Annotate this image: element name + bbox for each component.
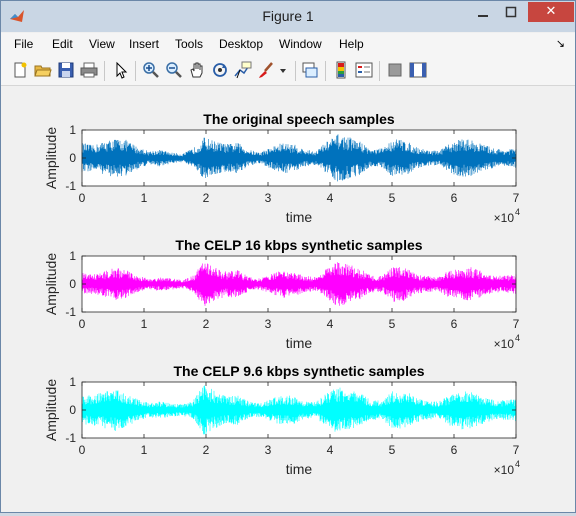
window-title: Figure 1	[262, 8, 314, 24]
x-tick-label: 4	[327, 443, 334, 457]
x-tick-label: 1	[141, 317, 148, 331]
y-tick-label: 1	[69, 375, 76, 389]
x-tick-label: 0	[79, 317, 86, 331]
minimize-button[interactable]	[470, 2, 496, 22]
colorbar-icon[interactable]	[332, 61, 350, 79]
toolbar-separator	[135, 61, 136, 81]
menu-tools[interactable]: Tools	[175, 37, 204, 51]
matlab-icon	[10, 10, 24, 22]
toolbar-separator	[325, 61, 326, 81]
menu-view[interactable]: View	[89, 37, 115, 51]
y-tick-label: 0	[69, 277, 76, 291]
data-cursor-icon[interactable]	[234, 61, 252, 79]
rotate-3d-icon[interactable]	[211, 61, 229, 79]
y-tick-label: 0	[69, 403, 76, 417]
figure-toolbar	[1, 55, 575, 86]
subplot-title: The CELP 9.6 kbps synthetic samples	[173, 363, 424, 379]
pan-icon[interactable]	[188, 61, 206, 79]
y-tick-label: -1	[65, 179, 76, 193]
x-axis-label: time	[286, 209, 313, 225]
show-plot-tools-icon[interactable]	[409, 61, 427, 79]
toolbar-separator	[295, 61, 296, 81]
menu-desktop[interactable]: Desktop	[219, 37, 264, 51]
menu-insert[interactable]: Insert	[129, 37, 160, 51]
print-icon[interactable]	[80, 61, 98, 79]
y-tick-label: 1	[69, 249, 76, 263]
new-figure-icon[interactable]	[11, 61, 29, 79]
x-exponent-power: 4	[515, 333, 520, 343]
link-plot-icon[interactable]	[301, 61, 319, 79]
menu-file[interactable]: File	[14, 37, 34, 51]
pointer-icon[interactable]	[112, 61, 130, 79]
subplot-title: The CELP 16 kbps synthetic samples	[175, 237, 422, 253]
open-file-icon[interactable]	[34, 61, 52, 79]
x-tick-label: 5	[389, 317, 396, 331]
close-button[interactable]: ✕	[528, 2, 574, 22]
x-tick-label: 3	[265, 317, 272, 331]
legend-icon[interactable]	[355, 61, 373, 79]
y-tick-label: 0	[69, 151, 76, 165]
menu-window[interactable]: Window	[279, 37, 322, 51]
menu-help[interactable]: Help	[339, 37, 364, 51]
y-tick-label: 1	[69, 123, 76, 137]
x-tick-label: 2	[203, 317, 210, 331]
x-tick-label: 7	[513, 317, 520, 331]
y-tick-label: -1	[65, 431, 76, 445]
x-tick-label: 7	[513, 191, 520, 205]
subplot-title: The original speech samples	[203, 111, 395, 127]
zoom-out-icon[interactable]	[165, 61, 183, 79]
brush-icon[interactable]	[257, 61, 275, 79]
menu-edit[interactable]: Edit	[52, 37, 73, 51]
y-axis-label: Amplitude	[43, 127, 59, 189]
x-tick-label: 2	[203, 443, 210, 457]
x-tick-label: 6	[451, 191, 458, 205]
x-axis-label: time	[286, 461, 313, 477]
toolbar-separator	[379, 61, 380, 81]
x-tick-label: 2	[203, 191, 210, 205]
minimize-icon	[478, 15, 488, 17]
menu-bar: File Edit View Insert Tools Desktop Wind…	[1, 33, 575, 55]
x-exponent-power: 4	[515, 459, 520, 469]
brush-dropdown-icon[interactable]	[278, 61, 288, 79]
x-axis-label: time	[286, 335, 313, 351]
x-tick-label: 5	[389, 443, 396, 457]
x-tick-label: 1	[141, 191, 148, 205]
title-bar[interactable]: Figure 1 ✕	[1, 1, 575, 32]
y-tick-label: -1	[65, 305, 76, 319]
x-tick-label: 6	[451, 443, 458, 457]
x-exponent-label: ×10	[494, 337, 515, 351]
x-exponent-label: ×10	[494, 463, 515, 477]
x-exponent-power: 4	[515, 207, 520, 217]
maximize-button[interactable]	[498, 2, 524, 22]
zoom-in-icon[interactable]	[142, 61, 160, 79]
figure-canvas: 0 1 2 3 4 5 6 7 1 0 -1 The original speech samples t…	[1, 86, 575, 512]
x-tick-label: 3	[265, 443, 272, 457]
x-tick-label: 1	[141, 443, 148, 457]
hide-plot-tools-icon[interactable]	[386, 61, 404, 79]
x-tick-label: 6	[451, 317, 458, 331]
x-tick-label: 4	[327, 317, 334, 331]
x-tick-label: 0	[79, 443, 86, 457]
save-icon[interactable]	[57, 61, 75, 79]
maximize-icon	[505, 6, 517, 18]
y-axis-label: Amplitude	[43, 379, 59, 441]
y-axis-label: Amplitude	[43, 253, 59, 315]
toolbar-separator	[104, 61, 105, 81]
x-tick-label: 5	[389, 191, 396, 205]
x-tick-label: 3	[265, 191, 272, 205]
x-tick-label: 4	[327, 191, 334, 205]
x-tick-label: 0	[79, 191, 86, 205]
x-tick-label: 7	[513, 443, 520, 457]
undock-arrow-icon[interactable]: ↘	[555, 37, 565, 50]
x-exponent-label: ×10	[494, 211, 515, 225]
